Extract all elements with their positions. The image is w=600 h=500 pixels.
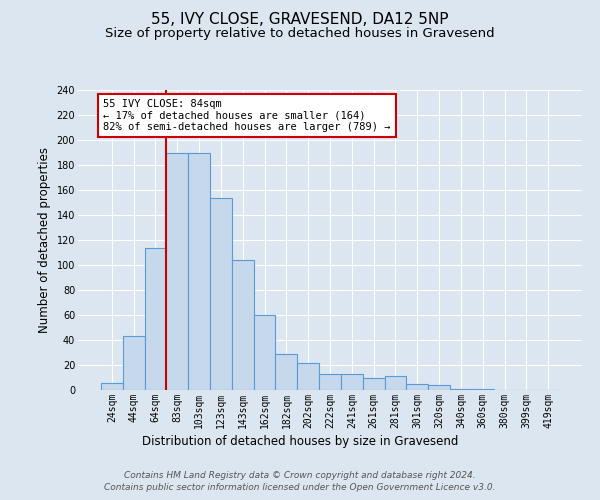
Bar: [210, 198, 232, 390]
Bar: [166, 152, 188, 390]
Bar: [472, 389, 494, 390]
Bar: [450, 389, 472, 390]
Text: 55 IVY CLOSE: 84sqm
← 17% of detached houses are smaller (164)
82% of semi-detac: 55 IVY CLOSE: 84sqm ← 17% of detached ho…: [103, 99, 391, 132]
Bar: [145, 248, 166, 390]
Text: Size of property relative to detached houses in Gravesend: Size of property relative to detached ho…: [105, 28, 495, 40]
Bar: [101, 382, 123, 390]
Text: Distribution of detached houses by size in Gravesend: Distribution of detached houses by size …: [142, 435, 458, 448]
Bar: [123, 336, 145, 390]
Bar: [385, 376, 406, 390]
Y-axis label: Number of detached properties: Number of detached properties: [38, 147, 51, 333]
Bar: [254, 315, 275, 390]
Bar: [406, 384, 428, 390]
Bar: [363, 378, 385, 390]
Bar: [341, 374, 363, 390]
Bar: [275, 354, 297, 390]
Bar: [319, 374, 341, 390]
Bar: [428, 385, 450, 390]
Bar: [232, 260, 254, 390]
Bar: [297, 362, 319, 390]
Text: Contains HM Land Registry data © Crown copyright and database right 2024.: Contains HM Land Registry data © Crown c…: [124, 471, 476, 480]
Text: Contains public sector information licensed under the Open Government Licence v3: Contains public sector information licen…: [104, 484, 496, 492]
Bar: [188, 152, 210, 390]
Text: 55, IVY CLOSE, GRAVESEND, DA12 5NP: 55, IVY CLOSE, GRAVESEND, DA12 5NP: [151, 12, 449, 28]
